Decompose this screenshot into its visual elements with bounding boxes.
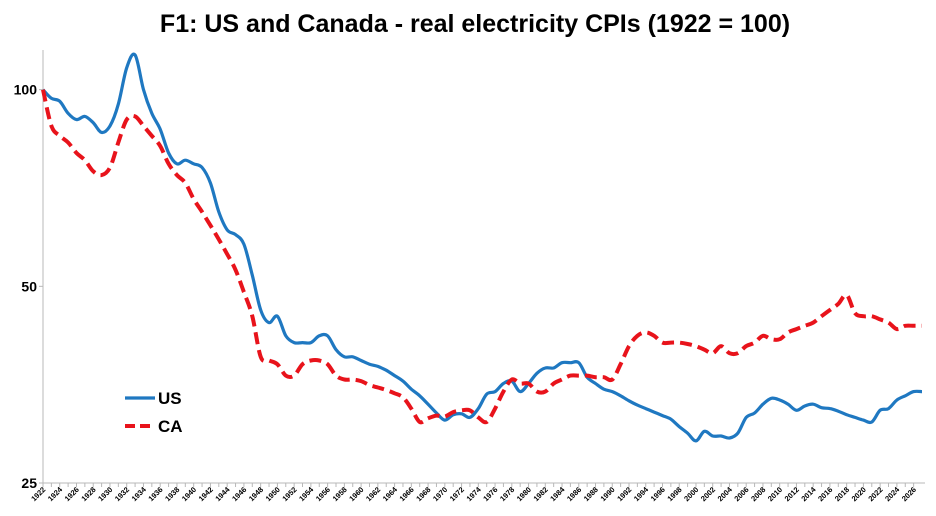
x-tick-label: 1924 <box>46 484 65 503</box>
y-tick-label: 100 <box>14 82 38 98</box>
x-tick-label: 1954 <box>297 484 316 503</box>
x-tick-label: 1946 <box>230 485 248 503</box>
x-tick-label: 1988 <box>582 485 600 503</box>
x-tick-label: 1944 <box>213 484 232 503</box>
x-tick-label: 2016 <box>816 485 834 503</box>
x-tick-label: 1978 <box>498 485 516 503</box>
legend-label-ca: CA <box>158 417 183 436</box>
x-tick-label: 2022 <box>866 485 884 503</box>
x-tick-label: 2010 <box>766 485 784 503</box>
x-tick-label: 1958 <box>331 485 349 503</box>
x-tick-label: 1938 <box>163 485 181 503</box>
x-tick-label: 1950 <box>264 485 282 503</box>
x-tick-label: 1986 <box>565 485 583 503</box>
x-tick-label: 1976 <box>481 485 499 503</box>
x-tick-label: 1984 <box>548 484 567 503</box>
x-tick-label: 1936 <box>146 485 164 503</box>
x-tick-group: 1922192419261928193019321934193619381940… <box>29 483 918 503</box>
x-tick-label: 2002 <box>699 485 717 503</box>
x-tick-label: 1932 <box>113 485 131 503</box>
x-tick-label: 1990 <box>599 485 617 503</box>
x-tick-label: 2004 <box>716 484 735 503</box>
x-tick-label: 1982 <box>532 485 550 503</box>
series-group <box>41 52 923 443</box>
x-tick-label: 1994 <box>632 484 651 503</box>
x-tick-label: 1952 <box>280 485 298 503</box>
x-tick-label: 2000 <box>682 485 700 503</box>
x-tick-label: 1974 <box>465 484 484 503</box>
x-tick-label: 1966 <box>398 485 416 503</box>
x-tick-label: 2008 <box>749 485 767 503</box>
x-tick-label: 2012 <box>783 485 801 503</box>
x-tick-label: 1926 <box>63 485 81 503</box>
x-tick-label: 2026 <box>900 485 918 503</box>
chart-title: F1: US and Canada - real electricity CPI… <box>160 10 790 38</box>
x-tick-label: 1980 <box>515 485 533 503</box>
x-tick-label: 2020 <box>850 485 868 503</box>
x-tick-label: 1968 <box>414 485 432 503</box>
x-tick-label: 2006 <box>732 485 750 503</box>
x-tick-label: 1962 <box>364 485 382 503</box>
x-tick-label: 1942 <box>197 485 215 503</box>
y-tick-label: 50 <box>21 278 37 294</box>
legend: US CA <box>125 389 183 436</box>
x-tick-label: 1934 <box>130 484 149 503</box>
x-tick-label: 1928 <box>79 485 97 503</box>
x-tick-label: 2018 <box>833 485 851 503</box>
x-tick-label: 1998 <box>665 485 683 503</box>
x-tick-label: 1970 <box>431 485 449 503</box>
x-tick-label: 1956 <box>314 485 332 503</box>
y-tick-label: 25 <box>21 475 37 491</box>
series-line-us <box>41 52 923 443</box>
x-tick-label: 1972 <box>448 485 466 503</box>
x-tick-label: 1992 <box>615 485 633 503</box>
x-tick-label: 1996 <box>649 485 667 503</box>
x-tick-label: 2024 <box>883 484 902 503</box>
x-tick-label: 1964 <box>381 484 400 503</box>
series-line-ca <box>41 89 922 425</box>
x-tick-label: 1940 <box>180 485 198 503</box>
x-tick-label: 2014 <box>799 484 818 503</box>
x-tick-label: 1960 <box>347 485 365 503</box>
x-tick-label: 1930 <box>96 485 114 503</box>
legend-label-us: US <box>158 389 182 408</box>
y-tick-group: 25 50 100 <box>14 82 43 491</box>
x-tick-label: 1948 <box>247 485 265 503</box>
